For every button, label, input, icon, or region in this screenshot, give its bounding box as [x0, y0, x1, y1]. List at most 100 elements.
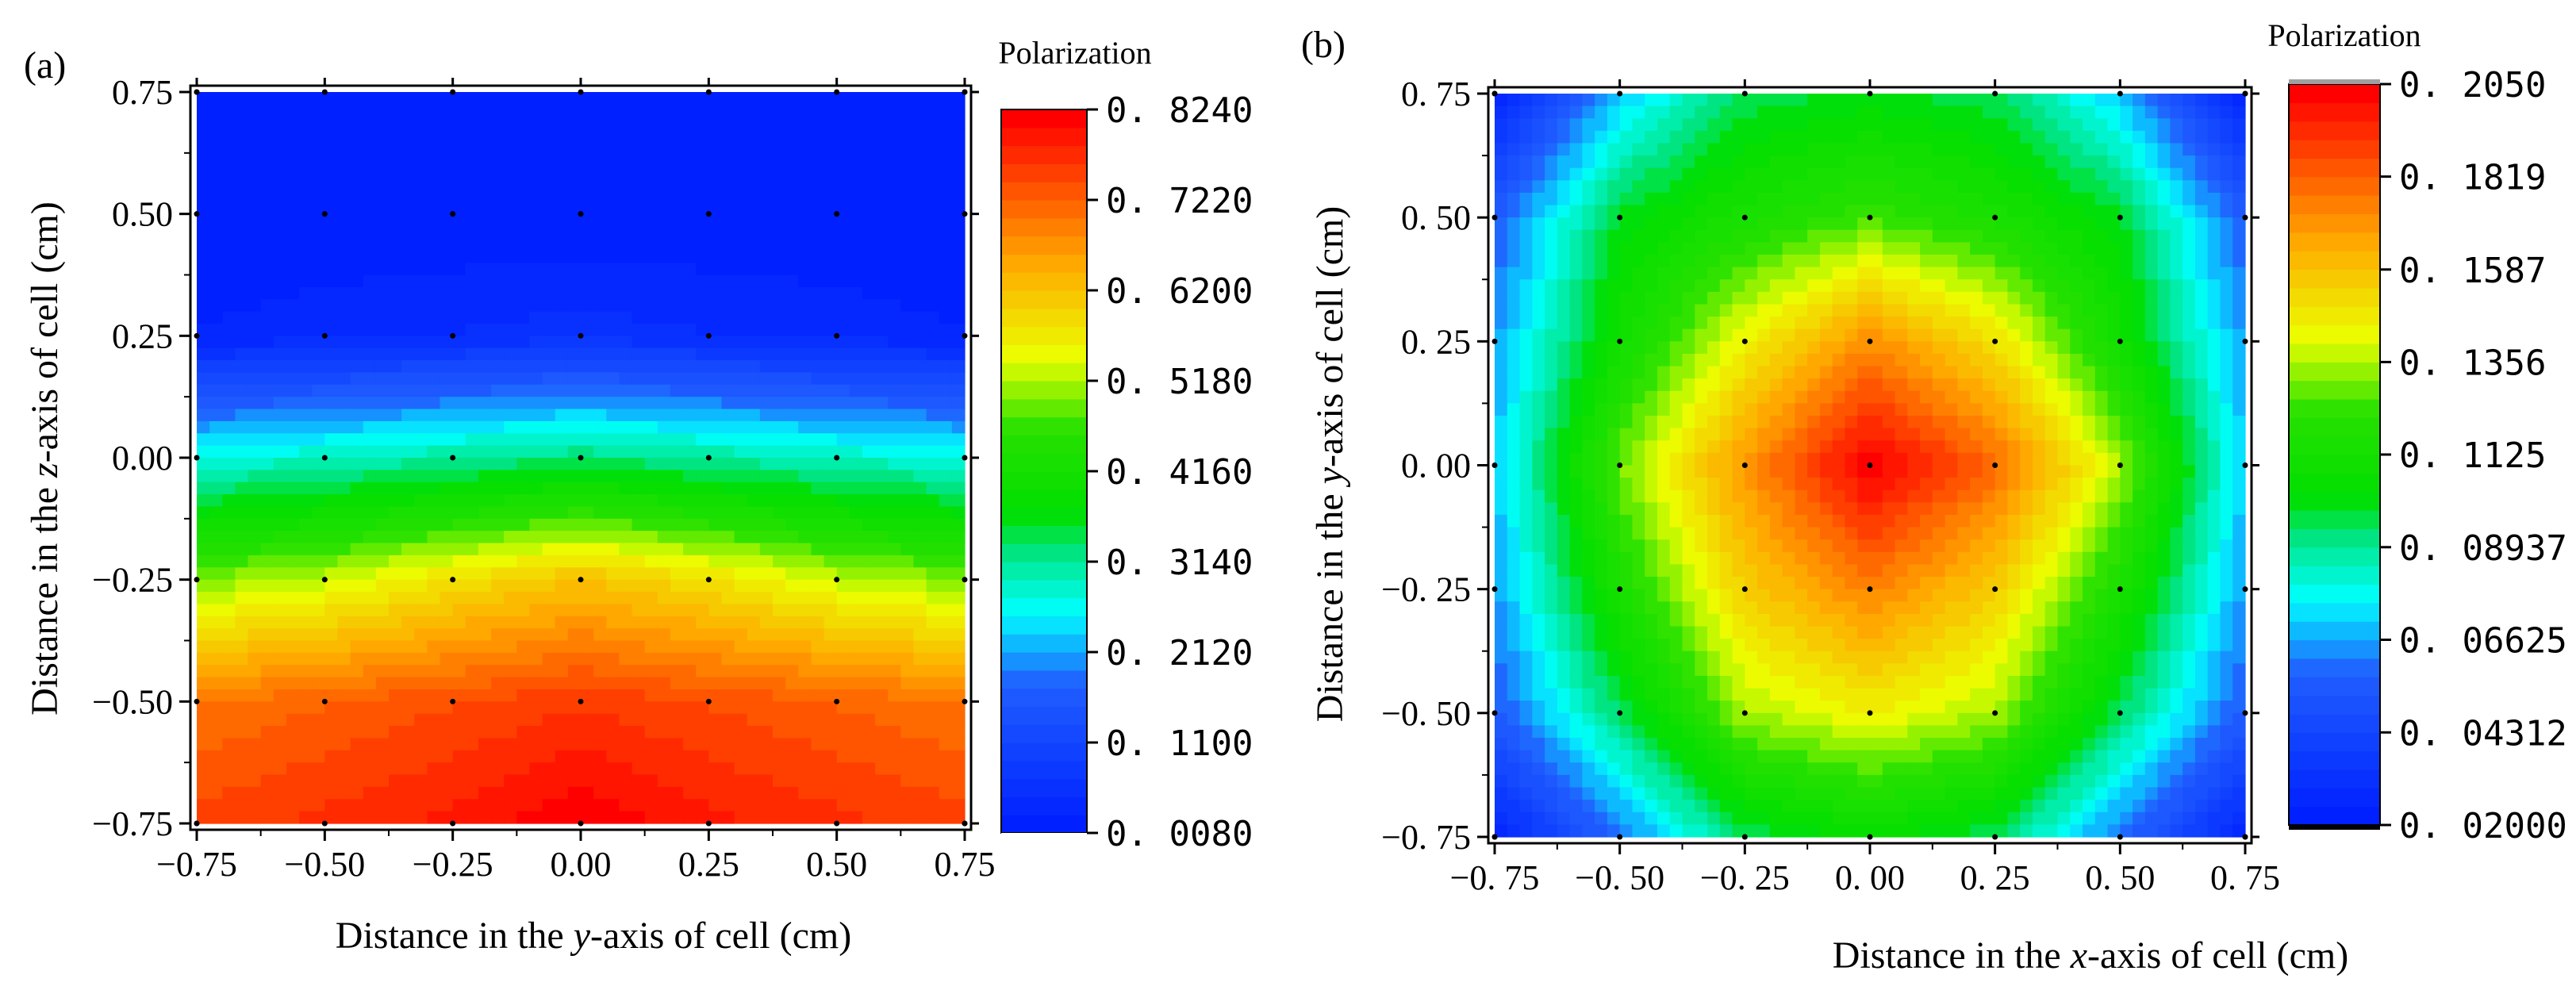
- heatmap-cell: [1557, 279, 1571, 293]
- heatmap-cell: [913, 640, 927, 654]
- heatmap-cell: [785, 616, 799, 629]
- heatmap-cell: [542, 360, 556, 374]
- colorbar-swatch: [1001, 453, 1087, 472]
- heatmap-cell: [696, 494, 709, 508]
- heatmap-cell: [1932, 143, 1946, 156]
- heatmap-cell: [1695, 217, 1708, 231]
- heatmap-cell: [299, 201, 313, 215]
- heatmap-cell: [2007, 130, 2021, 144]
- heatmap-cell: [2020, 180, 2033, 194]
- heatmap-cell: [1669, 341, 1683, 355]
- heatmap-cell: [696, 458, 709, 470]
- heatmap-cell: [1994, 155, 2009, 169]
- heatmap-cell: [657, 336, 671, 349]
- heatmap-cell: [260, 482, 274, 495]
- heatmap-cell: [389, 554, 402, 568]
- heatmap-cell: [875, 445, 889, 459]
- heatmap-cell: [1832, 229, 1846, 243]
- heatmap-cell: [1795, 267, 1808, 280]
- heatmap-cell: [363, 336, 377, 349]
- heatmap-cell: [529, 604, 543, 617]
- heatmap-cell: [2007, 317, 2021, 330]
- heatmap-cell: [1632, 180, 1645, 194]
- heatmap-cell: [337, 213, 351, 227]
- heatmap-cell: [888, 579, 901, 593]
- heatmap-cell: [619, 470, 633, 483]
- heatmap-cell: [888, 799, 901, 812]
- heatmap-cell: [504, 458, 517, 470]
- heatmap-cell: [1982, 192, 1996, 206]
- heatmap-cell: [209, 165, 223, 178]
- heatmap-cell: [567, 347, 582, 361]
- edge-point: [962, 211, 968, 217]
- heatmap-cell: [1970, 291, 1983, 305]
- heatmap-cell: [1769, 229, 1783, 243]
- heatmap-cell: [657, 604, 671, 617]
- heatmap-cell: [811, 213, 825, 227]
- heatmap-cell: [951, 554, 966, 568]
- heatmap-cell: [504, 299, 517, 313]
- heatmap-cell: [375, 458, 390, 470]
- heatmap-cell: [1619, 267, 1634, 280]
- heatmap-cell: [299, 665, 313, 678]
- heatmap-cell: [593, 762, 607, 776]
- heatmap-cell: [324, 250, 339, 263]
- heatmap-cell: [581, 799, 594, 812]
- heatmap-cell: [926, 774, 940, 788]
- heatmap-cell: [1819, 328, 1833, 342]
- heatmap-cell: [312, 104, 325, 117]
- heatmap-cell: [1782, 106, 1795, 119]
- heatmap-cell: [209, 567, 223, 581]
- heatmap-cell: [900, 299, 915, 313]
- heatmap-cell: [504, 494, 517, 508]
- heatmap-cell: [773, 238, 786, 251]
- heatmap-cell: [1819, 192, 1833, 206]
- heatmap-cell: [567, 177, 582, 190]
- heatmap-cell: [529, 397, 543, 410]
- heatmap-cell: [951, 592, 966, 604]
- heatmap-cell: [1519, 229, 1533, 243]
- heatmap-cell: [491, 640, 505, 654]
- heatmap-cell: [696, 738, 709, 751]
- heatmap-cell: [248, 506, 262, 520]
- heatmap-cell: [1769, 205, 1783, 218]
- heatmap-cell: [235, 677, 249, 690]
- heatmap-cell: [696, 226, 709, 239]
- heatmap-cell: [900, 323, 915, 336]
- heatmap-cell: [197, 226, 210, 239]
- heatmap-cell: [632, 518, 646, 531]
- heatmap-cell: [375, 140, 390, 154]
- heatmap-cell: [747, 299, 761, 313]
- heatmap-cell: [465, 567, 479, 581]
- heatmap-cell: [567, 506, 582, 520]
- heatmap-cell: [491, 336, 505, 349]
- heatmap-cell: [478, 189, 492, 202]
- heatmap-cell: [759, 665, 774, 678]
- heatmap-cell: [248, 701, 262, 715]
- heatmap-cell: [1595, 167, 1608, 181]
- heatmap-cell: [222, 140, 236, 154]
- heatmap-cell: [1795, 328, 1808, 342]
- heatmap-cell: [836, 579, 850, 593]
- heatmap-cell: [734, 518, 748, 531]
- heatmap-cell: [888, 263, 901, 276]
- heatmap-cell: [312, 263, 325, 276]
- heatmap-cell: [581, 665, 594, 678]
- heatmap-cell: [644, 506, 658, 520]
- heatmap-cell: [951, 311, 966, 324]
- heatmap-cell: [734, 531, 748, 544]
- heatmap-cell: [823, 726, 838, 739]
- heatmap-cell: [1532, 155, 1545, 169]
- heatmap-cell: [823, 567, 838, 581]
- heatmap-cell: [260, 774, 274, 788]
- heatmap-cell: [875, 750, 889, 763]
- heatmap-cell: [299, 116, 313, 129]
- heatmap-cell: [811, 226, 825, 239]
- heatmap-cell: [1657, 267, 1671, 280]
- heatmap-cell: [555, 738, 569, 751]
- heatmap-cell: [632, 129, 646, 142]
- heatmap-cell: [375, 104, 390, 117]
- heatmap-cell: [888, 518, 901, 531]
- heatmap-cell: [734, 397, 748, 410]
- heatmap-cell: [581, 397, 594, 410]
